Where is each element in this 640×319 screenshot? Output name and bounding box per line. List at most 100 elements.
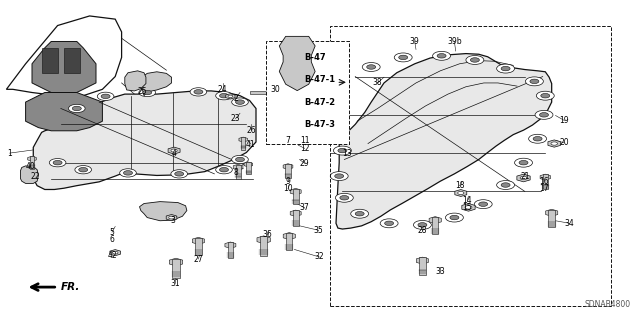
Text: 40: 40: [26, 162, 36, 171]
Polygon shape: [279, 36, 315, 91]
Circle shape: [533, 137, 542, 141]
Circle shape: [232, 98, 248, 106]
Text: 5: 5: [109, 228, 115, 237]
Polygon shape: [290, 189, 301, 195]
Text: 42: 42: [108, 251, 118, 260]
Text: B-47-3: B-47-3: [304, 120, 335, 129]
Bar: [286, 233, 292, 250]
Circle shape: [236, 100, 244, 104]
Text: 9: 9: [285, 177, 291, 186]
Circle shape: [75, 166, 92, 174]
Circle shape: [497, 64, 515, 73]
Text: 28: 28: [418, 226, 427, 235]
Text: 32: 32: [314, 252, 324, 261]
Polygon shape: [545, 209, 558, 216]
Circle shape: [520, 176, 527, 180]
Text: 7: 7: [285, 136, 291, 145]
Circle shape: [330, 172, 348, 181]
Text: 15: 15: [462, 203, 472, 212]
Polygon shape: [26, 93, 102, 131]
Circle shape: [367, 65, 376, 69]
Text: 26: 26: [246, 126, 256, 135]
Bar: [29, 157, 34, 169]
Circle shape: [216, 166, 232, 174]
Text: 8: 8: [233, 168, 238, 177]
Circle shape: [53, 160, 62, 165]
Text: 11: 11: [300, 137, 309, 145]
Circle shape: [335, 174, 344, 178]
Circle shape: [49, 159, 66, 167]
Circle shape: [340, 196, 349, 200]
Text: 19: 19: [559, 116, 570, 125]
Text: 17: 17: [539, 184, 549, 193]
Bar: [246, 162, 251, 174]
Polygon shape: [192, 237, 205, 244]
Polygon shape: [233, 164, 243, 170]
Text: 34: 34: [564, 219, 575, 228]
Circle shape: [497, 181, 515, 189]
Polygon shape: [455, 189, 467, 197]
Polygon shape: [429, 217, 442, 224]
Polygon shape: [462, 204, 475, 211]
Circle shape: [525, 77, 543, 86]
Polygon shape: [416, 257, 429, 264]
Circle shape: [228, 95, 233, 98]
Polygon shape: [28, 156, 36, 161]
Polygon shape: [170, 258, 182, 266]
Polygon shape: [244, 162, 253, 167]
Bar: [64, 48, 80, 73]
Bar: [543, 174, 548, 189]
Circle shape: [551, 142, 557, 145]
Polygon shape: [32, 41, 96, 93]
Circle shape: [338, 148, 347, 153]
Polygon shape: [110, 249, 120, 256]
Circle shape: [171, 170, 188, 178]
Text: 3: 3: [170, 216, 175, 225]
Circle shape: [413, 220, 431, 229]
Polygon shape: [20, 166, 38, 183]
Circle shape: [530, 79, 539, 84]
Circle shape: [190, 88, 207, 96]
Polygon shape: [290, 210, 301, 216]
Bar: [241, 137, 246, 150]
Text: 22: 22: [31, 172, 40, 181]
Text: 24: 24: [218, 85, 228, 94]
Circle shape: [97, 92, 114, 100]
Bar: [548, 210, 555, 227]
Circle shape: [68, 104, 85, 113]
Text: 16: 16: [539, 177, 549, 186]
Circle shape: [236, 157, 244, 162]
Circle shape: [333, 146, 351, 155]
Polygon shape: [140, 202, 187, 221]
Text: 30: 30: [270, 85, 280, 94]
Polygon shape: [540, 174, 550, 180]
Polygon shape: [239, 137, 248, 142]
Circle shape: [380, 219, 398, 228]
Bar: [293, 189, 298, 204]
Bar: [173, 258, 180, 278]
Text: 27: 27: [193, 255, 204, 263]
Polygon shape: [226, 94, 235, 99]
Text: 14: 14: [462, 196, 472, 205]
Text: 36: 36: [262, 230, 273, 239]
Bar: [228, 242, 233, 258]
Circle shape: [385, 221, 394, 226]
Text: 2: 2: [233, 94, 238, 103]
Circle shape: [79, 167, 88, 172]
Circle shape: [335, 193, 353, 202]
Circle shape: [399, 55, 408, 60]
Circle shape: [124, 171, 132, 175]
Circle shape: [445, 213, 463, 222]
Circle shape: [101, 94, 110, 99]
Polygon shape: [225, 242, 236, 248]
Text: 33: 33: [435, 267, 445, 276]
Text: 38: 38: [372, 78, 383, 87]
Circle shape: [465, 206, 472, 209]
Circle shape: [501, 66, 510, 71]
Polygon shape: [548, 140, 561, 147]
Circle shape: [466, 56, 484, 64]
Text: SDNAB4800: SDNAB4800: [584, 300, 630, 309]
Bar: [419, 257, 426, 275]
Text: 41: 41: [246, 140, 256, 149]
Circle shape: [194, 90, 203, 94]
